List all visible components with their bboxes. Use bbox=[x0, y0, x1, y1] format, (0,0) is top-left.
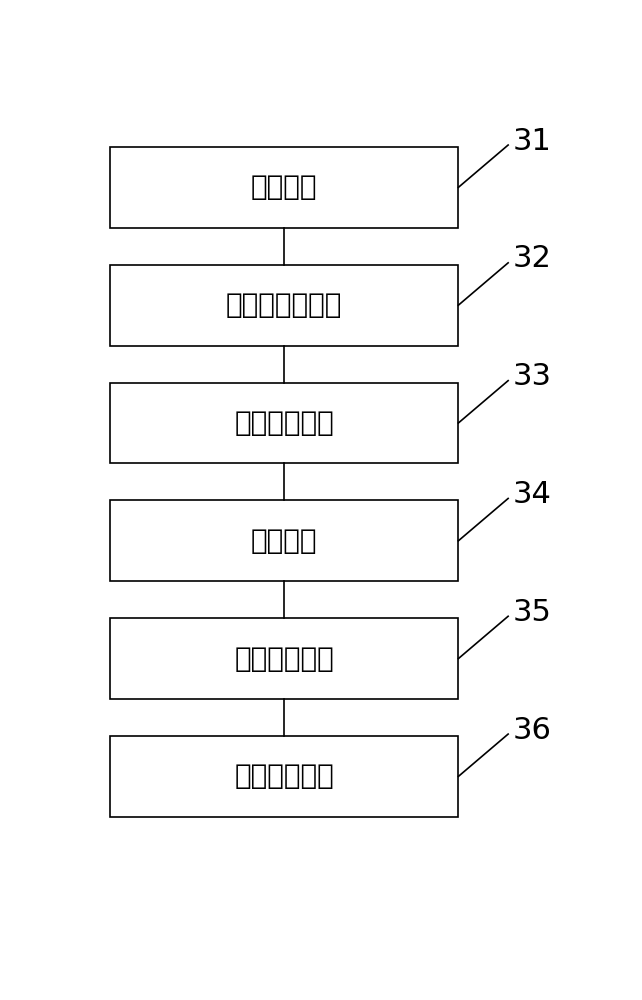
Bar bbox=[110, 618, 458, 699]
Bar bbox=[110, 383, 458, 463]
Text: 质量比计算单元: 质量比计算单元 bbox=[226, 291, 342, 319]
Text: 均值计算单元: 均值计算单元 bbox=[234, 645, 334, 673]
Text: 36: 36 bbox=[513, 716, 552, 745]
Bar bbox=[110, 265, 458, 346]
Bar bbox=[110, 500, 458, 581]
Text: 33: 33 bbox=[513, 362, 552, 391]
Text: 差值计算单元: 差值计算单元 bbox=[234, 409, 334, 437]
Text: 31: 31 bbox=[513, 127, 552, 156]
Bar bbox=[110, 736, 458, 817]
Text: 34: 34 bbox=[513, 480, 552, 509]
Text: 32: 32 bbox=[513, 244, 552, 273]
Text: 判断单元: 判断单元 bbox=[251, 527, 318, 555]
Text: 流速调节单元: 流速调节单元 bbox=[234, 762, 334, 790]
Bar bbox=[110, 147, 458, 228]
Text: 35: 35 bbox=[513, 598, 552, 627]
Text: 获取单元: 获取单元 bbox=[251, 173, 318, 201]
